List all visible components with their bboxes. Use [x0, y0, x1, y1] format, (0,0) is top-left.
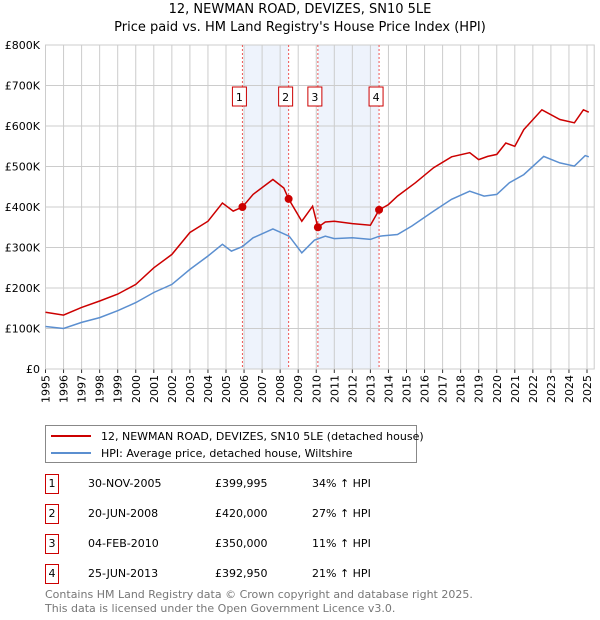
sale-hpi-diff: 27% ↑ HPI: [312, 507, 371, 520]
x-tick-label: 2007: [256, 375, 269, 403]
sale-marker-box: [368, 86, 384, 107]
x-tick-label: 2001: [148, 375, 161, 403]
sale-date: 30-NOV-2005: [88, 477, 162, 490]
sale-marker-number: 2: [282, 91, 289, 104]
x-tick-label: 2005: [220, 375, 233, 403]
sale-marker-box: [231, 86, 247, 107]
x-tick-label: 2020: [491, 375, 504, 403]
x-tick-label: 2011: [328, 375, 341, 403]
x-tick-label: 2010: [310, 375, 323, 403]
sale-marker-number: 1: [236, 91, 243, 104]
x-tick-label: 2024: [563, 375, 576, 403]
sale-point: [313, 223, 322, 232]
x-tick-label: 2012: [346, 375, 359, 403]
y-tick-label: £500K: [5, 161, 41, 174]
x-tick-label: 2018: [455, 375, 468, 403]
x-tick-label: 2021: [509, 375, 522, 403]
sale-marker-number: 4: [373, 91, 380, 104]
x-tick-label: 2000: [130, 375, 143, 403]
x-tick-label: 2022: [527, 375, 540, 403]
sale-number: 3: [45, 534, 59, 554]
sale-hpi-diff: 21% ↑ HPI: [312, 567, 371, 580]
y-tick-label: £700K: [5, 80, 41, 93]
chart-subtitle: Price paid vs. HM Land Registry's House …: [114, 20, 486, 35]
legend-swatch-red: [51, 435, 91, 437]
y-tick-label: £600K: [5, 120, 41, 133]
sale-number: 2: [45, 504, 59, 524]
y-tick-label: £300K: [5, 242, 41, 255]
x-tick-label: 2025: [581, 375, 594, 403]
sale-number: 4: [45, 564, 59, 584]
x-tick-label: 2004: [202, 375, 215, 403]
x-tick-label: 2013: [364, 375, 377, 403]
series-line: [45, 154, 590, 330]
x-tick-label: 2023: [545, 375, 558, 403]
x-tick-label: 1996: [58, 375, 71, 403]
x-tick-label: 1998: [94, 375, 107, 403]
sale-point: [375, 205, 384, 214]
sale-marker-number: 3: [311, 91, 318, 104]
legend-label: HPI: Average price, detached house, Wilt…: [101, 446, 353, 460]
sale-price: £350,000: [215, 537, 268, 550]
x-tick-label: 2003: [184, 375, 197, 403]
x-tick-label: 2016: [419, 375, 432, 403]
x-tick-label: 2014: [382, 375, 395, 403]
sale-marker-box: [307, 86, 323, 107]
y-tick-label: £400K: [5, 201, 41, 214]
sale-hpi-diff: 34% ↑ HPI: [312, 477, 371, 490]
series-line: [45, 108, 590, 316]
footer-copyright: Contains HM Land Registry data © Crown c…: [45, 588, 473, 601]
sale-hpi-diff: 11% ↑ HPI: [312, 537, 371, 550]
legend-item-hpi: HPI: Average price, detached house, Wilt…: [46, 445, 353, 461]
x-tick-label: 2006: [238, 375, 251, 403]
x-tick-label: 2008: [274, 375, 287, 403]
x-tick-label: 2009: [292, 375, 305, 403]
y-tick-label: £0: [26, 363, 40, 376]
x-tick-label: 2015: [401, 375, 414, 403]
sale-number: 1: [45, 474, 59, 494]
x-tick-label: 2017: [437, 375, 450, 403]
legend-item-property: 12, NEWMAN ROAD, DEVIZES, SN10 5LE (deta…: [46, 428, 424, 444]
chart-title: 12, NEWMAN ROAD, DEVIZES, SN10 5LE: [168, 2, 432, 17]
sale-price: £399,995: [215, 477, 268, 490]
sale-point: [284, 194, 293, 203]
x-tick-label: 2002: [166, 375, 179, 403]
legend-label: 12, NEWMAN ROAD, DEVIZES, SN10 5LE (deta…: [101, 429, 424, 443]
sale-price: £420,000: [215, 507, 268, 520]
sale-date: 20-JUN-2008: [88, 507, 159, 520]
sale-point: [238, 203, 247, 212]
y-tick-label: £200K: [5, 282, 41, 295]
y-tick-label: £800K: [5, 39, 41, 52]
x-tick-label: 1999: [112, 375, 125, 403]
price-chart: 1995 1996 1997 1998 1999 2000 2001 2002 2003 2004…: [5, 39, 595, 403]
y-tick-label: £100K: [5, 323, 41, 336]
sale-price: £392,950: [215, 567, 268, 580]
sale-marker-box: [278, 86, 294, 107]
x-tick-label: 1995: [40, 375, 53, 403]
legend: 12, NEWMAN ROAD, DEVIZES, SN10 5LE (deta…: [45, 425, 424, 463]
legend-swatch-blue: [51, 452, 91, 454]
footer-licence: This data is licensed under the Open Gov…: [45, 602, 396, 615]
sale-date: 25-JUN-2013: [88, 567, 159, 580]
sale-date: 04-FEB-2010: [88, 537, 159, 550]
x-tick-label: 1997: [76, 375, 89, 403]
plot-border: [45, 44, 595, 370]
x-tick-label: 2019: [473, 375, 486, 403]
